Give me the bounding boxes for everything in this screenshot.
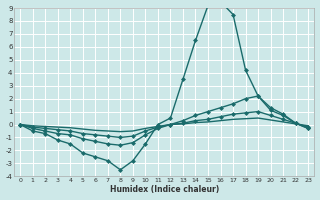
X-axis label: Humidex (Indice chaleur): Humidex (Indice chaleur) [109, 185, 219, 194]
